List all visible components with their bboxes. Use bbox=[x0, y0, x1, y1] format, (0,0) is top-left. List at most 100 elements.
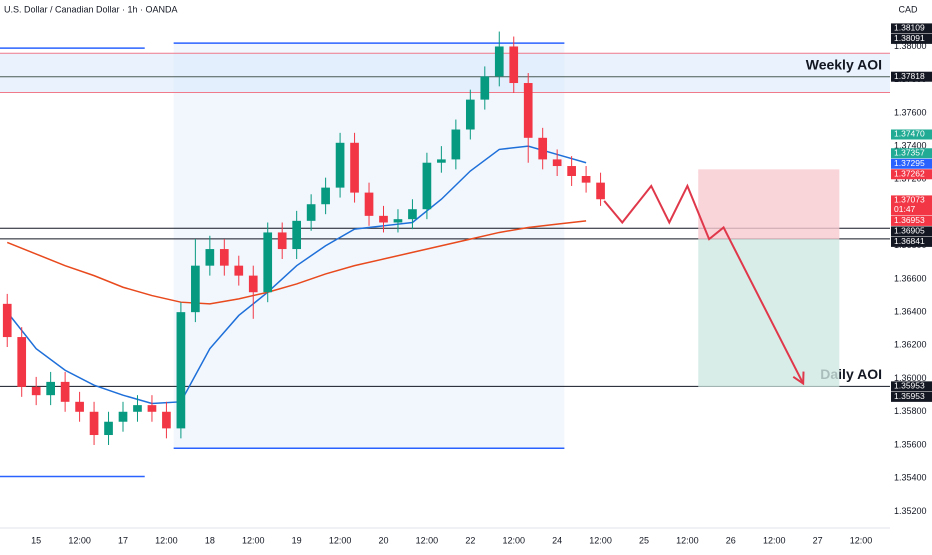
price-label-bg bbox=[891, 158, 932, 169]
candle-body bbox=[321, 187, 330, 205]
candle-body bbox=[191, 265, 200, 313]
candle-body bbox=[596, 182, 605, 200]
x-tick-label: 12:00 bbox=[850, 535, 873, 545]
zone-label: Weekly AOI bbox=[806, 56, 882, 72]
x-tick-label: 12:00 bbox=[68, 535, 91, 545]
x-tick-label: 12:00 bbox=[502, 535, 525, 545]
candle-body bbox=[523, 83, 533, 138]
candle-body bbox=[205, 249, 215, 266]
price-label: 1.36953 bbox=[894, 215, 925, 225]
price-label: 1.37357 bbox=[894, 148, 925, 158]
price-label: 1.37470 bbox=[894, 129, 925, 139]
y-tick-label: 1.36600 bbox=[894, 273, 927, 283]
candle-body bbox=[451, 129, 461, 160]
x-tick-label: 20 bbox=[378, 535, 388, 545]
price-label: 1.35953 bbox=[894, 391, 925, 401]
candle-body bbox=[335, 142, 345, 188]
candle-body bbox=[118, 411, 128, 422]
candle-body bbox=[437, 159, 446, 163]
price-label-bg bbox=[891, 236, 932, 247]
candle-body bbox=[465, 99, 475, 130]
candle-body bbox=[89, 411, 99, 436]
candle-body bbox=[263, 232, 273, 293]
y-tick-label: 1.35200 bbox=[894, 506, 927, 516]
candle-body bbox=[248, 275, 258, 293]
candle-body bbox=[408, 209, 417, 220]
price-label-bg bbox=[891, 169, 932, 180]
candle-body bbox=[581, 176, 591, 183]
price-label: 1.37818 bbox=[894, 71, 925, 81]
candle-body bbox=[104, 421, 113, 436]
x-tick-label: 12:00 bbox=[329, 535, 352, 545]
y-tick-label: 1.36000 bbox=[894, 373, 927, 383]
x-tick-label: 25 bbox=[639, 535, 649, 545]
x-tick-label: 22 bbox=[465, 535, 475, 545]
chart-title: U.S. Dollar / Canadian Dollar · 1h · OAN… bbox=[4, 4, 178, 14]
price-label-bg bbox=[891, 391, 932, 402]
candle-body bbox=[60, 381, 70, 402]
candle-body bbox=[219, 249, 229, 266]
candle-body bbox=[494, 46, 504, 77]
candle-body bbox=[567, 166, 576, 176]
candle-body bbox=[422, 162, 432, 210]
candle-body bbox=[538, 137, 548, 160]
price-label: 1.38109 bbox=[894, 23, 925, 33]
range-area bbox=[173, 43, 565, 449]
price-label-bg bbox=[891, 23, 932, 34]
x-tick-label: 12:00 bbox=[416, 535, 439, 545]
candle-body bbox=[277, 232, 287, 250]
candle-body bbox=[234, 265, 244, 276]
countdown: 01:47 bbox=[894, 204, 916, 214]
moving-average bbox=[6, 220, 587, 305]
candle-body bbox=[2, 303, 12, 338]
x-tick-label: 12:00 bbox=[676, 535, 699, 545]
zone bbox=[0, 53, 890, 93]
y-tick-label: 1.37600 bbox=[894, 107, 927, 117]
candle-body bbox=[393, 219, 403, 223]
price-label-bg bbox=[891, 381, 932, 392]
y-tick-label: 1.38000 bbox=[894, 41, 927, 51]
candle-body bbox=[17, 337, 27, 387]
currency: CAD bbox=[898, 4, 918, 14]
stop-zone bbox=[698, 169, 840, 240]
candle-body bbox=[133, 405, 142, 412]
x-tick-label: 19 bbox=[292, 535, 302, 545]
candle-body bbox=[379, 215, 388, 223]
y-tick-label: 1.37400 bbox=[894, 140, 927, 150]
x-tick-label: 18 bbox=[205, 535, 215, 545]
x-tick-label: 26 bbox=[726, 535, 736, 545]
x-tick-label: 12:00 bbox=[763, 535, 786, 545]
y-tick-label: 1.35800 bbox=[894, 406, 927, 416]
x-tick-label: 27 bbox=[813, 535, 823, 545]
price-label-bg bbox=[891, 215, 932, 226]
price-label: 1.36841 bbox=[894, 236, 925, 246]
x-tick-label: 17 bbox=[118, 535, 128, 545]
y-tick-label: 1.35400 bbox=[894, 473, 927, 483]
projection-arrowhead bbox=[792, 371, 805, 386]
price-label-bg bbox=[891, 33, 932, 44]
candle-body bbox=[364, 192, 374, 216]
candle-body bbox=[350, 142, 359, 193]
y-tick-label: 1.36200 bbox=[894, 340, 927, 350]
x-tick-label: 12:00 bbox=[589, 535, 612, 545]
candle-body bbox=[46, 381, 55, 396]
moving-average bbox=[6, 145, 587, 405]
price-label-bg bbox=[891, 195, 932, 216]
x-tick-label: 15 bbox=[31, 535, 41, 545]
candle-body bbox=[176, 312, 186, 429]
price-label: 1.36905 bbox=[894, 226, 925, 236]
candle-body bbox=[31, 386, 41, 396]
candle-body bbox=[509, 46, 519, 84]
price-label: 1.35953 bbox=[894, 381, 925, 391]
candle-body bbox=[162, 411, 171, 429]
price-label-bg bbox=[891, 129, 932, 140]
price-label-bg bbox=[891, 71, 932, 82]
projection-path bbox=[603, 183, 805, 385]
price-label-bg bbox=[891, 226, 932, 237]
candle-body bbox=[552, 159, 562, 167]
price-label: 1.37073 bbox=[894, 195, 925, 205]
price-label: 1.38091 bbox=[894, 33, 925, 43]
candle-body bbox=[75, 401, 84, 412]
